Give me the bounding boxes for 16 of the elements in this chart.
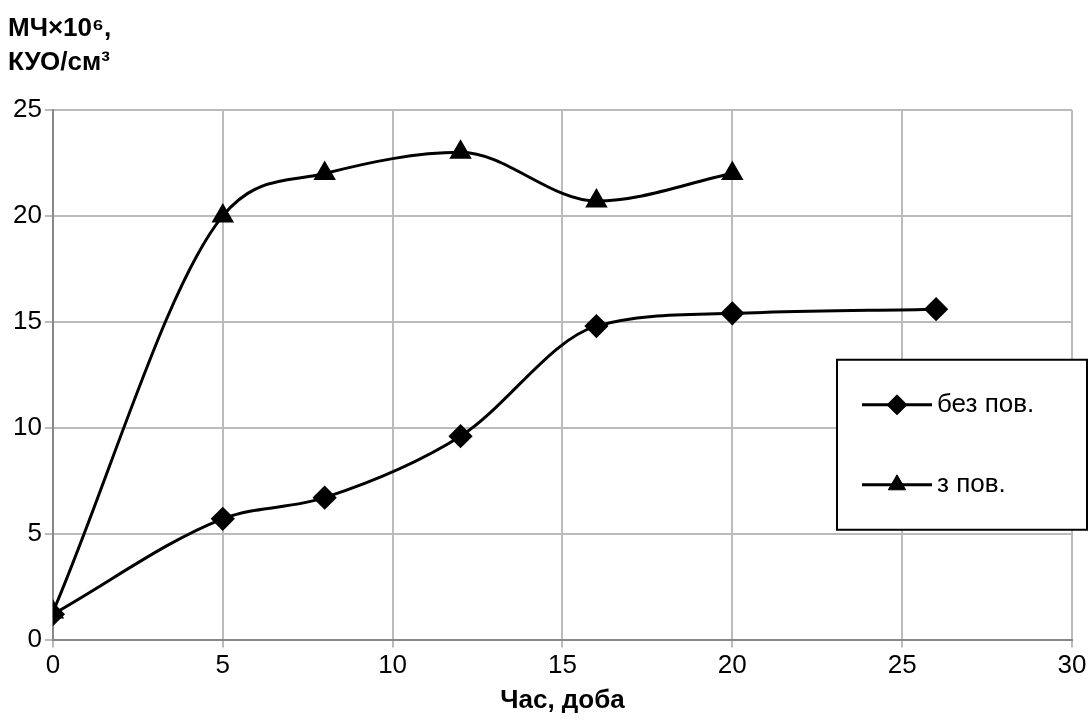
y-tick-label: 15 bbox=[13, 305, 42, 336]
y-axis-title: МЧ×10⁶, КУО/см³ bbox=[8, 11, 113, 78]
legend-label: з пов. bbox=[937, 467, 1006, 498]
y-tick-label: 10 bbox=[13, 410, 42, 441]
x-tick-label: 10 bbox=[378, 649, 408, 680]
x-tick-label: 5 bbox=[215, 649, 230, 680]
y-tick-label: 25 bbox=[13, 93, 42, 124]
y-tick-label: 0 bbox=[27, 622, 42, 653]
x-tick-label: 15 bbox=[548, 649, 577, 680]
legend-label: без пов. bbox=[937, 387, 1035, 418]
x-tick-label: 25 bbox=[887, 649, 917, 680]
y-tick-label: 5 bbox=[27, 516, 42, 547]
x-axis-title: Час, доба bbox=[500, 683, 626, 714]
x-tick-label: 30 bbox=[1057, 649, 1087, 680]
x-tick-label: 20 bbox=[717, 649, 747, 680]
y-tick-label: 20 bbox=[13, 199, 42, 230]
